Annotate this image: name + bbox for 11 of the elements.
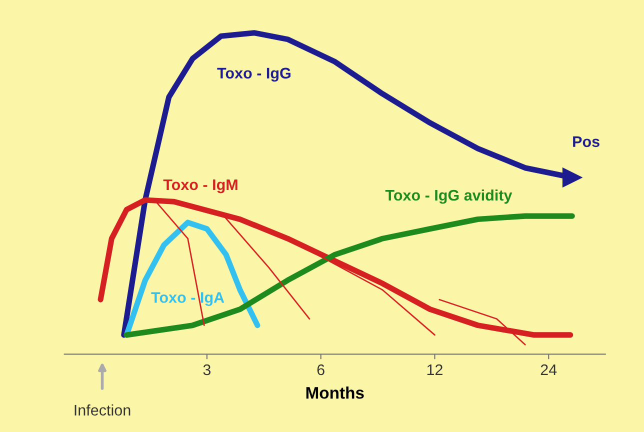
series-label: Toxo - IgA [151, 292, 224, 306]
series-label: Toxo - IgM [163, 179, 238, 194]
text: Infection [74, 404, 130, 416]
series-label: Toxo - IgG [217, 68, 290, 82]
x-axis-title: Months [306, 386, 364, 399]
x-tick-label: 6 [317, 364, 324, 376]
x-tick-label: 3 [203, 364, 211, 376]
annotation: Pos [573, 136, 600, 148]
x-tick-label: 12 [427, 364, 442, 376]
x-tick-label: 24 [540, 364, 557, 376]
series-label: Toxo - IgG avidity [385, 189, 512, 204]
